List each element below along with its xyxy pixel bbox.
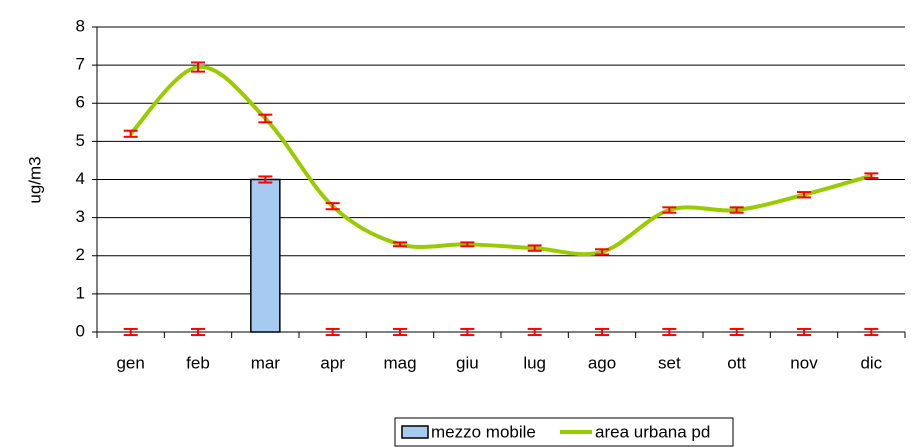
x-tick-label: nov xyxy=(790,353,818,372)
error-bar xyxy=(662,206,677,214)
error-bar xyxy=(123,327,138,337)
legend-swatch xyxy=(401,425,429,439)
error-bar xyxy=(325,202,340,211)
x-tick-label: dic xyxy=(860,353,882,372)
y-axis-label: ug/m3 xyxy=(25,156,44,203)
x-tick-label: lug xyxy=(523,353,546,372)
error-bar xyxy=(797,327,811,337)
legend-label: area urbana pd xyxy=(595,422,710,441)
x-tick-label: set xyxy=(658,353,681,372)
x-tick-label: feb xyxy=(186,353,210,372)
error-bar xyxy=(662,327,677,337)
error-bar xyxy=(527,244,542,252)
x-tick-label: mag xyxy=(383,353,416,372)
y-tick-label: 5 xyxy=(76,131,85,150)
error-bar xyxy=(864,327,879,337)
y-tick-label: 4 xyxy=(76,169,85,188)
x-tick-label: ott xyxy=(727,353,746,372)
error-bar xyxy=(729,327,744,337)
error-bar xyxy=(258,113,273,124)
x-tick-label: apr xyxy=(320,353,345,372)
y-tick-label: 1 xyxy=(76,283,85,302)
error-bar xyxy=(393,327,407,337)
x-tick-label: mar xyxy=(251,353,281,372)
y-tick-label: 0 xyxy=(76,321,85,340)
error-bar xyxy=(729,206,744,214)
bar xyxy=(250,178,281,333)
error-bar xyxy=(191,327,205,337)
error-bar xyxy=(797,191,811,199)
error-bar xyxy=(325,327,340,337)
y-tick-label: 6 xyxy=(76,93,85,112)
error-bar xyxy=(460,327,475,337)
error-bar xyxy=(460,241,475,248)
error-bar xyxy=(258,175,273,184)
error-bar xyxy=(595,327,609,337)
line xyxy=(129,65,872,257)
error-bar xyxy=(595,248,609,256)
x-tick-label: giu xyxy=(456,353,479,372)
error-bar xyxy=(393,241,407,248)
y-tick-label: 8 xyxy=(76,16,85,35)
x-tick-label: ago xyxy=(588,353,616,372)
y-tick-label: 7 xyxy=(76,55,85,74)
y-tick-label: 2 xyxy=(76,245,85,264)
error-bar xyxy=(527,327,542,337)
error-bar xyxy=(191,61,205,73)
x-tick-label: gen xyxy=(116,353,144,372)
legend-label: mezzo mobile xyxy=(431,422,536,441)
error-bar xyxy=(864,172,879,179)
y-tick-label: 3 xyxy=(76,207,85,226)
error-bar xyxy=(123,129,138,138)
